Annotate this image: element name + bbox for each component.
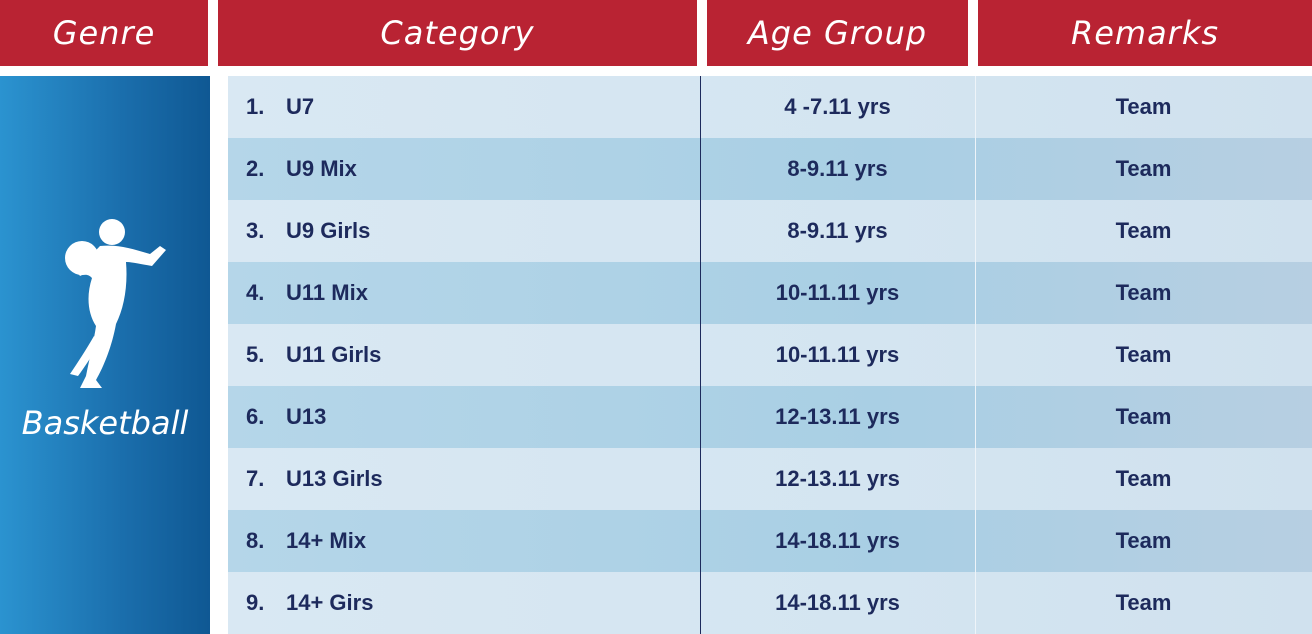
category: U13: [286, 404, 327, 429]
category: U9 Girls: [286, 218, 371, 243]
table-row: 2. U9 Mix 8-9.11 yrs Team: [228, 138, 1312, 200]
remarks: Team: [1115, 94, 1172, 119]
remarks: Team: [1115, 218, 1172, 243]
category: 14+ Mix: [286, 528, 367, 553]
column-divider: [975, 76, 976, 634]
row-number: 7.: [246, 466, 265, 491]
row-number: 1.: [246, 94, 265, 119]
column-divider: [700, 76, 701, 634]
row-number: 4.: [246, 280, 265, 305]
age-group: 4 -7.11 yrs: [784, 94, 891, 119]
table-row: 5. U11 Girls 10-11.11 yrs Team: [228, 324, 1312, 386]
row-number: 8.: [246, 528, 265, 553]
header-cell: Remarks: [978, 0, 1312, 66]
category: U11 Girls: [286, 342, 382, 367]
category: 14+ Girs: [286, 590, 374, 615]
table-row: 4. U11 Mix 10-11.11 yrs Team: [228, 262, 1312, 324]
remarks: Team: [1115, 280, 1172, 305]
age-group: 14-18.11 yrs: [775, 590, 900, 615]
age-group: 12-13.11 yrs: [775, 466, 900, 491]
row-number: 9.: [246, 590, 265, 615]
header-cell: Genre: [0, 0, 208, 66]
genre-label: Basketball: [21, 404, 189, 442]
player-icon: [65, 219, 166, 388]
table-row: 8. 14+ Mix 14-18.11 yrs Team: [228, 510, 1312, 572]
category: U13 Girls: [286, 466, 383, 491]
row-number: 2.: [246, 156, 265, 181]
table-row: 9. 14+ Girs 14-18.11 yrs Team: [228, 572, 1312, 634]
header-cell: Category: [218, 0, 697, 66]
age-group: 8-9.11 yrs: [787, 218, 888, 243]
category: U7: [286, 94, 315, 119]
table-row: 3. U9 Girls 8-9.11 yrs Team: [228, 200, 1312, 262]
remarks: Team: [1115, 156, 1172, 181]
age-group: 10-11.11 yrs: [775, 342, 900, 367]
table-row: 6. U13 12-13.11 yrs Team: [228, 386, 1312, 448]
table-row: 7. U13 Girls 12-13.11 yrs Team: [228, 448, 1312, 510]
header-cell: Age Group: [707, 0, 968, 66]
row-number: 3.: [246, 218, 265, 243]
remarks: Team: [1115, 342, 1172, 367]
age-group: 10-11.11 yrs: [775, 280, 900, 305]
age-group: 8-9.11 yrs: [787, 156, 888, 181]
remarks: Team: [1115, 590, 1172, 615]
age-group: 12-13.11 yrs: [775, 404, 900, 429]
table-body: 1. U7 4 -7.11 yrs Team 2. U9 Mix 8-9.11 yrs Tea…: [228, 76, 1312, 634]
row-number: 6.: [246, 404, 265, 429]
table-row: 1. U7 4 -7.11 yrs Team: [228, 76, 1312, 138]
age-group: 14-18.11 yrs: [775, 528, 900, 553]
genre-cell: Basketball: [0, 76, 210, 634]
remarks: Team: [1115, 404, 1172, 429]
row-number: 5.: [246, 342, 265, 367]
category: U9 Mix: [286, 156, 357, 181]
category: U11 Mix: [286, 280, 368, 305]
remarks: Team: [1115, 528, 1172, 553]
remarks: Team: [1115, 466, 1172, 491]
